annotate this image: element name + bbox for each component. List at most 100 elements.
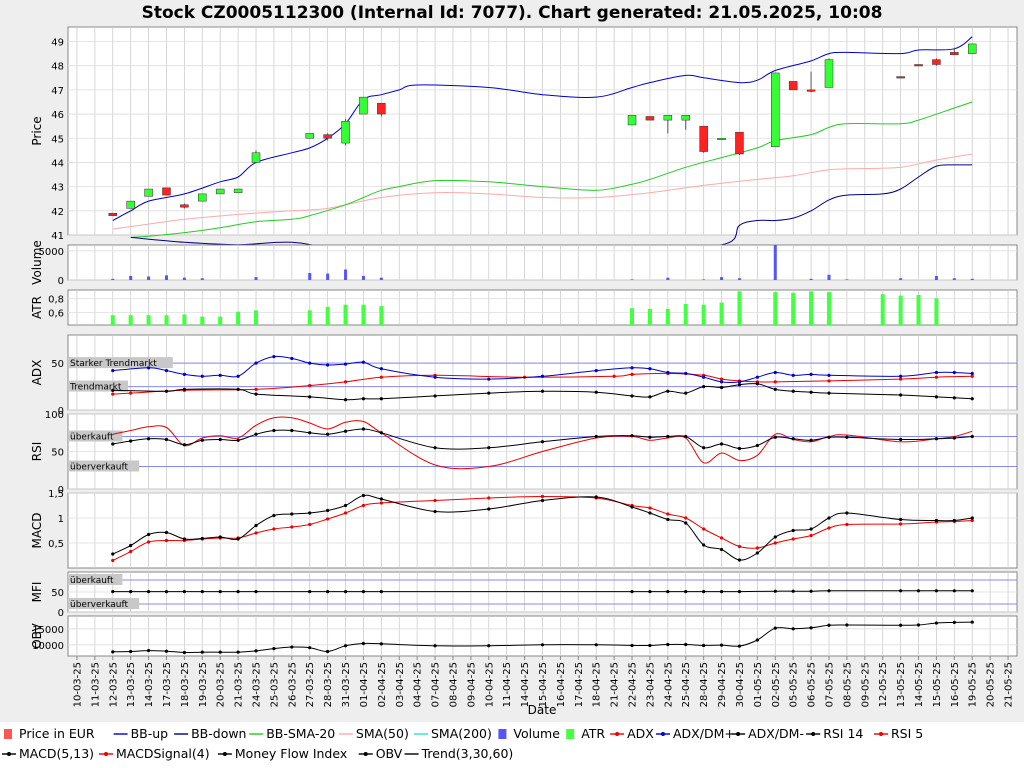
atr-bar	[737, 291, 742, 325]
y-tick-label: 100	[45, 410, 64, 421]
macd-line-point	[182, 537, 186, 541]
macd-signal-line-point	[361, 503, 366, 508]
obv-line-point	[361, 641, 366, 646]
x-tick-label: 23-04-25	[645, 662, 656, 707]
rsi14-line-point	[702, 446, 706, 450]
rsi14-line-point	[361, 427, 366, 431]
macd-signal-line-point	[755, 546, 759, 550]
legend-background	[0, 722, 1024, 768]
x-tick-label: 08-04-25	[448, 662, 459, 707]
volume-bar	[809, 278, 813, 280]
mfi-line-point	[791, 589, 795, 593]
macd-line-point	[648, 511, 652, 515]
y-tick-label: 15000	[32, 625, 64, 636]
dm-plus-line-point	[182, 372, 186, 376]
candle-body	[215, 188, 225, 195]
candle-body	[108, 212, 118, 216]
volume-bar	[934, 275, 938, 280]
y-tick-label: 44	[51, 158, 64, 169]
obv-line-point	[737, 644, 742, 648]
dm-minus-line-point	[648, 395, 652, 399]
rsi14-line-point	[146, 437, 151, 441]
adx-panel: 0 50 ADX Starker Trendmarkt Trendmarkt	[30, 334, 1018, 417]
obv-line-point	[827, 623, 831, 627]
macd-line-point	[666, 517, 670, 522]
rsi14-line-point	[737, 446, 742, 451]
dm-plus-line-point	[254, 361, 258, 365]
band-label-bg	[68, 598, 140, 609]
mfi-line-point	[146, 590, 151, 594]
rsi14-line-point	[773, 435, 777, 439]
candle-body	[627, 115, 637, 126]
atr-bar	[683, 304, 688, 325]
legend-label: MACDSignal(4)	[116, 746, 210, 761]
x-tick-label: 02-05-25	[771, 662, 782, 707]
macd-line-point	[773, 535, 777, 539]
legend-item: SMA(50)	[338, 726, 409, 741]
obv-line-point	[809, 626, 813, 630]
legend-item: Price in EUR	[4, 726, 95, 741]
legend-item: Trend(3,30,60)	[404, 746, 513, 761]
y-tick-label: 43	[51, 183, 64, 194]
x-tick-label: 19-05-25	[968, 662, 979, 707]
macd-line-point	[719, 547, 724, 552]
obv-line-point	[648, 643, 652, 648]
atr-bar	[791, 292, 796, 325]
legend-label: ADX/DM+	[673, 726, 735, 741]
dm-minus-line-point	[899, 393, 903, 397]
obv-axis-label: OBV	[30, 622, 44, 648]
volume-bar	[845, 279, 849, 280]
obv-line-point	[755, 638, 759, 642]
obv-line-point	[379, 642, 383, 646]
dm-plus-line-point	[218, 373, 222, 377]
legend-item: ADX/DM-	[731, 726, 804, 741]
dm-plus-line-point	[702, 375, 706, 379]
legend-item: BB-down	[174, 726, 246, 741]
legend-marker	[615, 732, 620, 736]
candle-body	[663, 115, 673, 121]
adx-line-point	[934, 375, 939, 379]
obv-line-point	[129, 649, 133, 654]
atr-bar	[719, 302, 724, 325]
dm-plus-line-point	[737, 380, 742, 384]
macd-signal-line-point	[146, 540, 151, 544]
volume-axis-label: Volume	[30, 240, 44, 285]
x-tick-label: 17-03-25	[162, 662, 173, 707]
atr-bar	[826, 292, 831, 325]
legend-item: ATR	[566, 726, 605, 741]
dm-plus-line-point	[630, 366, 634, 370]
legend-label: Volume	[513, 726, 560, 741]
macd-signal-line-point	[343, 511, 348, 515]
candle-body	[681, 115, 690, 121]
legend-marker	[363, 752, 368, 756]
x-tick-label: 13-05-25	[896, 662, 907, 707]
atr-bar	[916, 294, 921, 325]
obv-line-point	[540, 643, 545, 647]
candle-body	[699, 125, 708, 152]
dm-plus-line-point	[433, 375, 437, 379]
dm-plus-line-point	[540, 374, 545, 378]
macd-line-point	[809, 527, 813, 531]
macd-line-point	[684, 521, 688, 525]
x-tick-label: 21-05-25	[1004, 662, 1015, 707]
obv-line-point	[254, 649, 258, 653]
dm-minus-line-point	[702, 384, 706, 389]
mfi-line-point	[254, 590, 258, 594]
mfi-line-point	[666, 590, 670, 594]
dm-plus-line-point	[899, 374, 903, 378]
macd-signal-line-point	[737, 544, 742, 549]
y-tick-label: 0,5	[48, 539, 64, 550]
chart-panels: 414243444546474849Price05000Volume0,60,8…	[30, 26, 1018, 657]
mfi-line-point	[684, 590, 688, 594]
adx-line-point	[379, 375, 383, 379]
macd-line-point	[952, 518, 956, 523]
band-label: überverkauft	[70, 600, 129, 610]
y-tick-label: 50	[51, 588, 64, 599]
volume-bar	[702, 279, 706, 280]
macd-signal-line-point	[433, 498, 437, 503]
rsi14-line-point	[594, 434, 598, 439]
legend-item: Volume	[498, 726, 560, 741]
macd-line-point	[594, 495, 598, 499]
